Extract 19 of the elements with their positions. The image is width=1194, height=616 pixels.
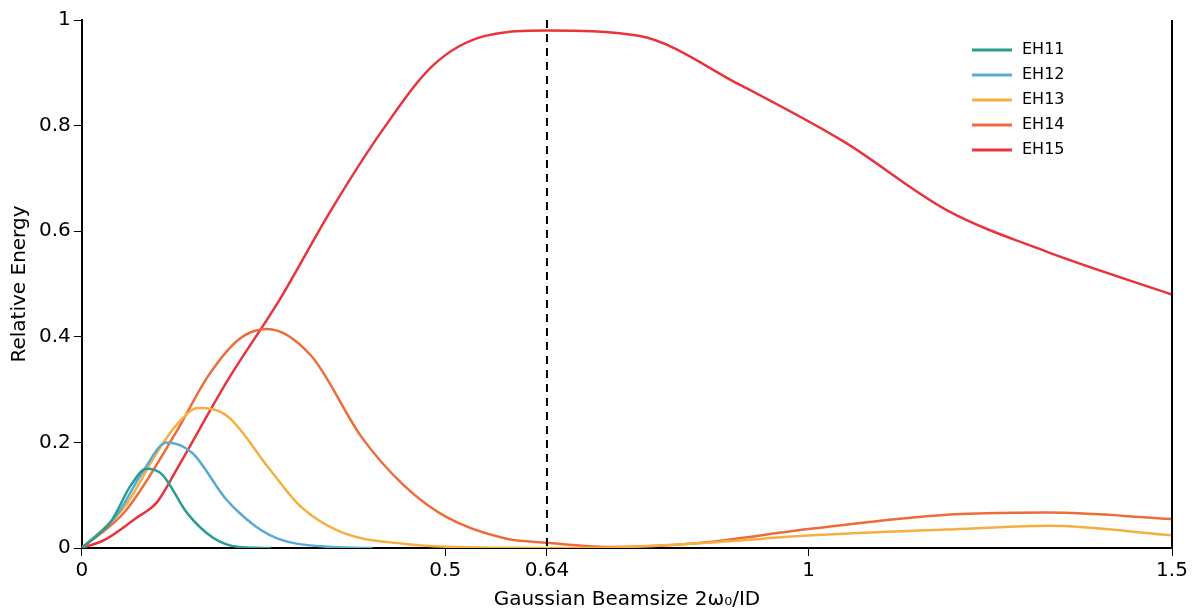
legend-label: EH13: [1022, 89, 1065, 109]
x-axis-title: Gaussian Beamsize 2ω₀/ID: [493, 586, 761, 611]
x-tick-label: 1: [802, 557, 815, 582]
y-axis-title: Relative Energy: [6, 205, 31, 363]
legend-label: EH11: [1022, 39, 1065, 59]
line-series: [81, 467, 273, 548]
legend-label: EH12: [1022, 64, 1065, 84]
y-tick-label: 1: [58, 6, 71, 31]
x-tick-label: 0.64: [524, 557, 570, 582]
y-tick-label: 0.2: [38, 428, 71, 453]
y-tick-label: 0: [58, 534, 71, 559]
legend-label: EH14: [1022, 114, 1065, 134]
x-tick-label: 0: [75, 557, 89, 582]
legend-label: EH15: [1022, 139, 1065, 159]
y-tick-label: 0.6: [38, 217, 71, 242]
x-tick-label: 0.5: [429, 557, 462, 582]
x-tick-label: 1.5: [1156, 557, 1188, 582]
y-tick-label: 0.8: [38, 111, 71, 136]
y-tick-label: 0.4: [38, 323, 71, 347]
